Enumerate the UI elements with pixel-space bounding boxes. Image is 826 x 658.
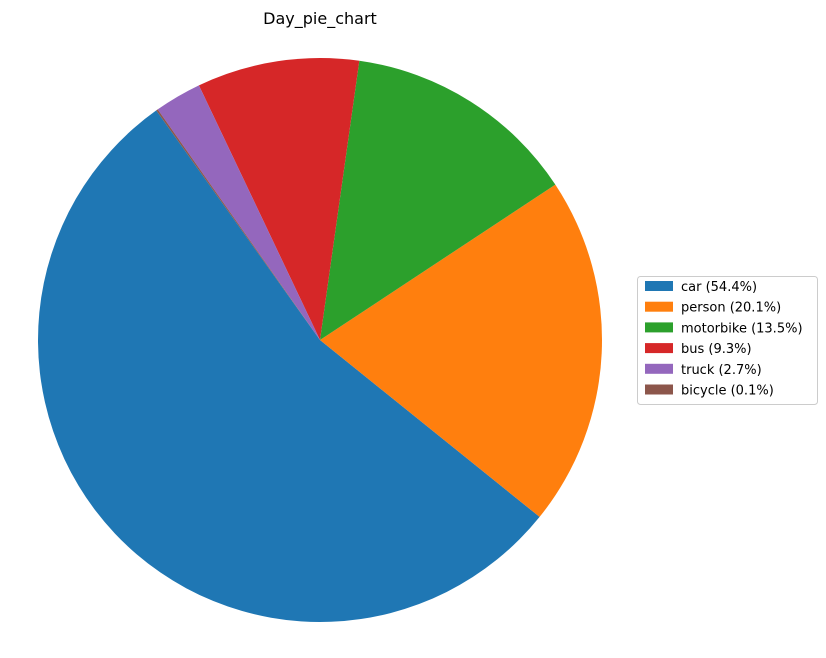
pie-slice-person bbox=[320, 184, 603, 517]
legend-label-person: person (20.1%) bbox=[681, 301, 781, 316]
chart-title: Day_pie_chart bbox=[263, 9, 377, 29]
legend-label-motorbike: motorbike (13.5%) bbox=[681, 321, 803, 336]
legend-swatch-motorbike bbox=[645, 322, 673, 333]
legend-swatch-car bbox=[645, 281, 673, 291]
legend-frame bbox=[637, 276, 818, 405]
legend-label-bicycle: bicycle (0.1%) bbox=[681, 384, 774, 399]
legend-swatch-bicycle bbox=[645, 384, 673, 395]
legend-label-bus: bus (9.3%) bbox=[681, 342, 752, 357]
legend-swatch-person bbox=[645, 301, 673, 312]
legend-items: car (54.4%) person (20.1%) motorbike (13.5… bbox=[645, 280, 803, 399]
legend-label-car: car (54.4%) bbox=[681, 280, 757, 295]
pie-slice-bicycle bbox=[156, 109, 320, 341]
pie-slice-motorbike bbox=[320, 60, 556, 340]
legend: car (54.4%) person (20.1%) motorbike (13.5… bbox=[637, 276, 818, 405]
pie-slice-car bbox=[38, 110, 540, 622]
legend-label-truck: truck (2.7%) bbox=[681, 363, 762, 378]
legend-swatch-truck bbox=[645, 363, 673, 374]
legend-swatch-bus bbox=[645, 343, 673, 354]
pie-slice-truck bbox=[157, 85, 320, 340]
pie-slices bbox=[38, 58, 603, 622]
pie-slice-bus bbox=[198, 58, 360, 340]
